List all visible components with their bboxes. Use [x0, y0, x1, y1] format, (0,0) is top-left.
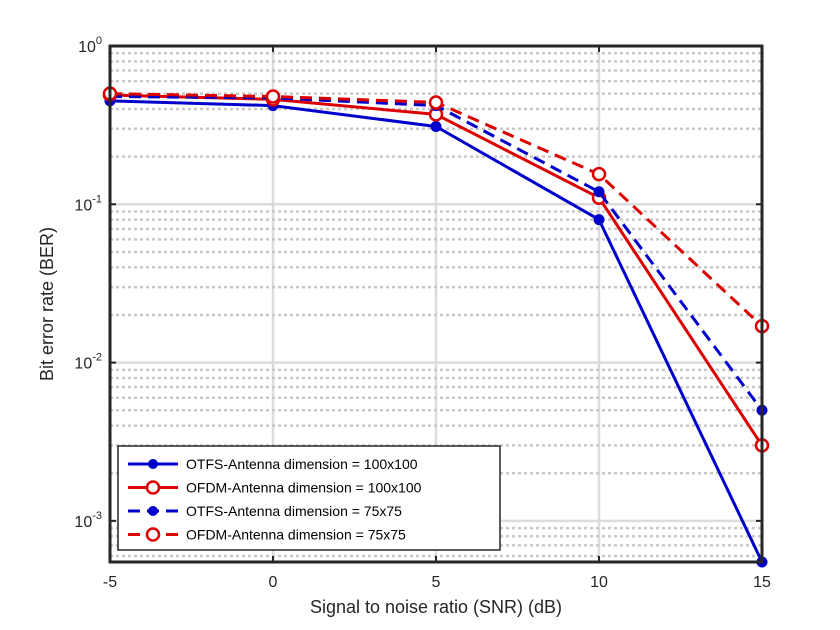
x-tick-label: 10 [590, 574, 608, 591]
data-point [593, 214, 605, 226]
legend-label: OTFS-Antenna dimension = 75x75 [186, 503, 402, 519]
legend: OTFS-Antenna dimension = 100x100 OFDM-Ant… [117, 445, 501, 551]
legend-marker [148, 459, 158, 469]
legend-marker [148, 506, 158, 516]
x-axis-label: Signal to noise ratio (SNR) (dB) [310, 597, 562, 617]
data-point [265, 89, 281, 104]
y-tick-labels: 100 10-1 10-2 10-3 [74, 35, 102, 531]
data-point [428, 95, 444, 110]
legend-label: OFDM-Antenna dimension = 100x100 [186, 480, 422, 496]
x-tick-label: -5 [103, 574, 117, 591]
legend-marker [145, 527, 161, 542]
legend-box [117, 445, 501, 551]
y-axis-label: Bit error rate (BER) [37, 227, 57, 381]
y-tick-label: 10-1 [74, 193, 102, 214]
legend-entry: OTFS-Antenna dimension = 75x75 [128, 503, 402, 519]
x-tick-label: 15 [753, 574, 771, 591]
data-point [591, 166, 607, 182]
legend-entry: OFDM-Antenna dimension = 75x75 [128, 527, 406, 543]
data-point [430, 121, 442, 133]
y-tick-label: 100 [78, 35, 102, 56]
legend-label: OTFS-Antenna dimension = 100x100 [186, 456, 418, 472]
legend-marker [145, 480, 161, 495]
legend-entry: OFDM-Antenna dimension = 100x100 [128, 480, 422, 496]
series-layer [102, 86, 770, 568]
x-tick-label: 0 [269, 574, 278, 591]
legend-entry: OTFS-Antenna dimension = 100x100 [128, 456, 418, 472]
ticks [109, 45, 763, 562]
legend-label: OFDM-Antenna dimension = 75x75 [186, 527, 406, 543]
data-point [593, 186, 605, 198]
x-tick-label: 5 [432, 574, 441, 591]
x-tick-labels: -5 0 5 10 15 [103, 574, 771, 591]
y-tick-label: 10-3 [74, 510, 102, 531]
y-tick-label: 10-2 [74, 352, 102, 373]
